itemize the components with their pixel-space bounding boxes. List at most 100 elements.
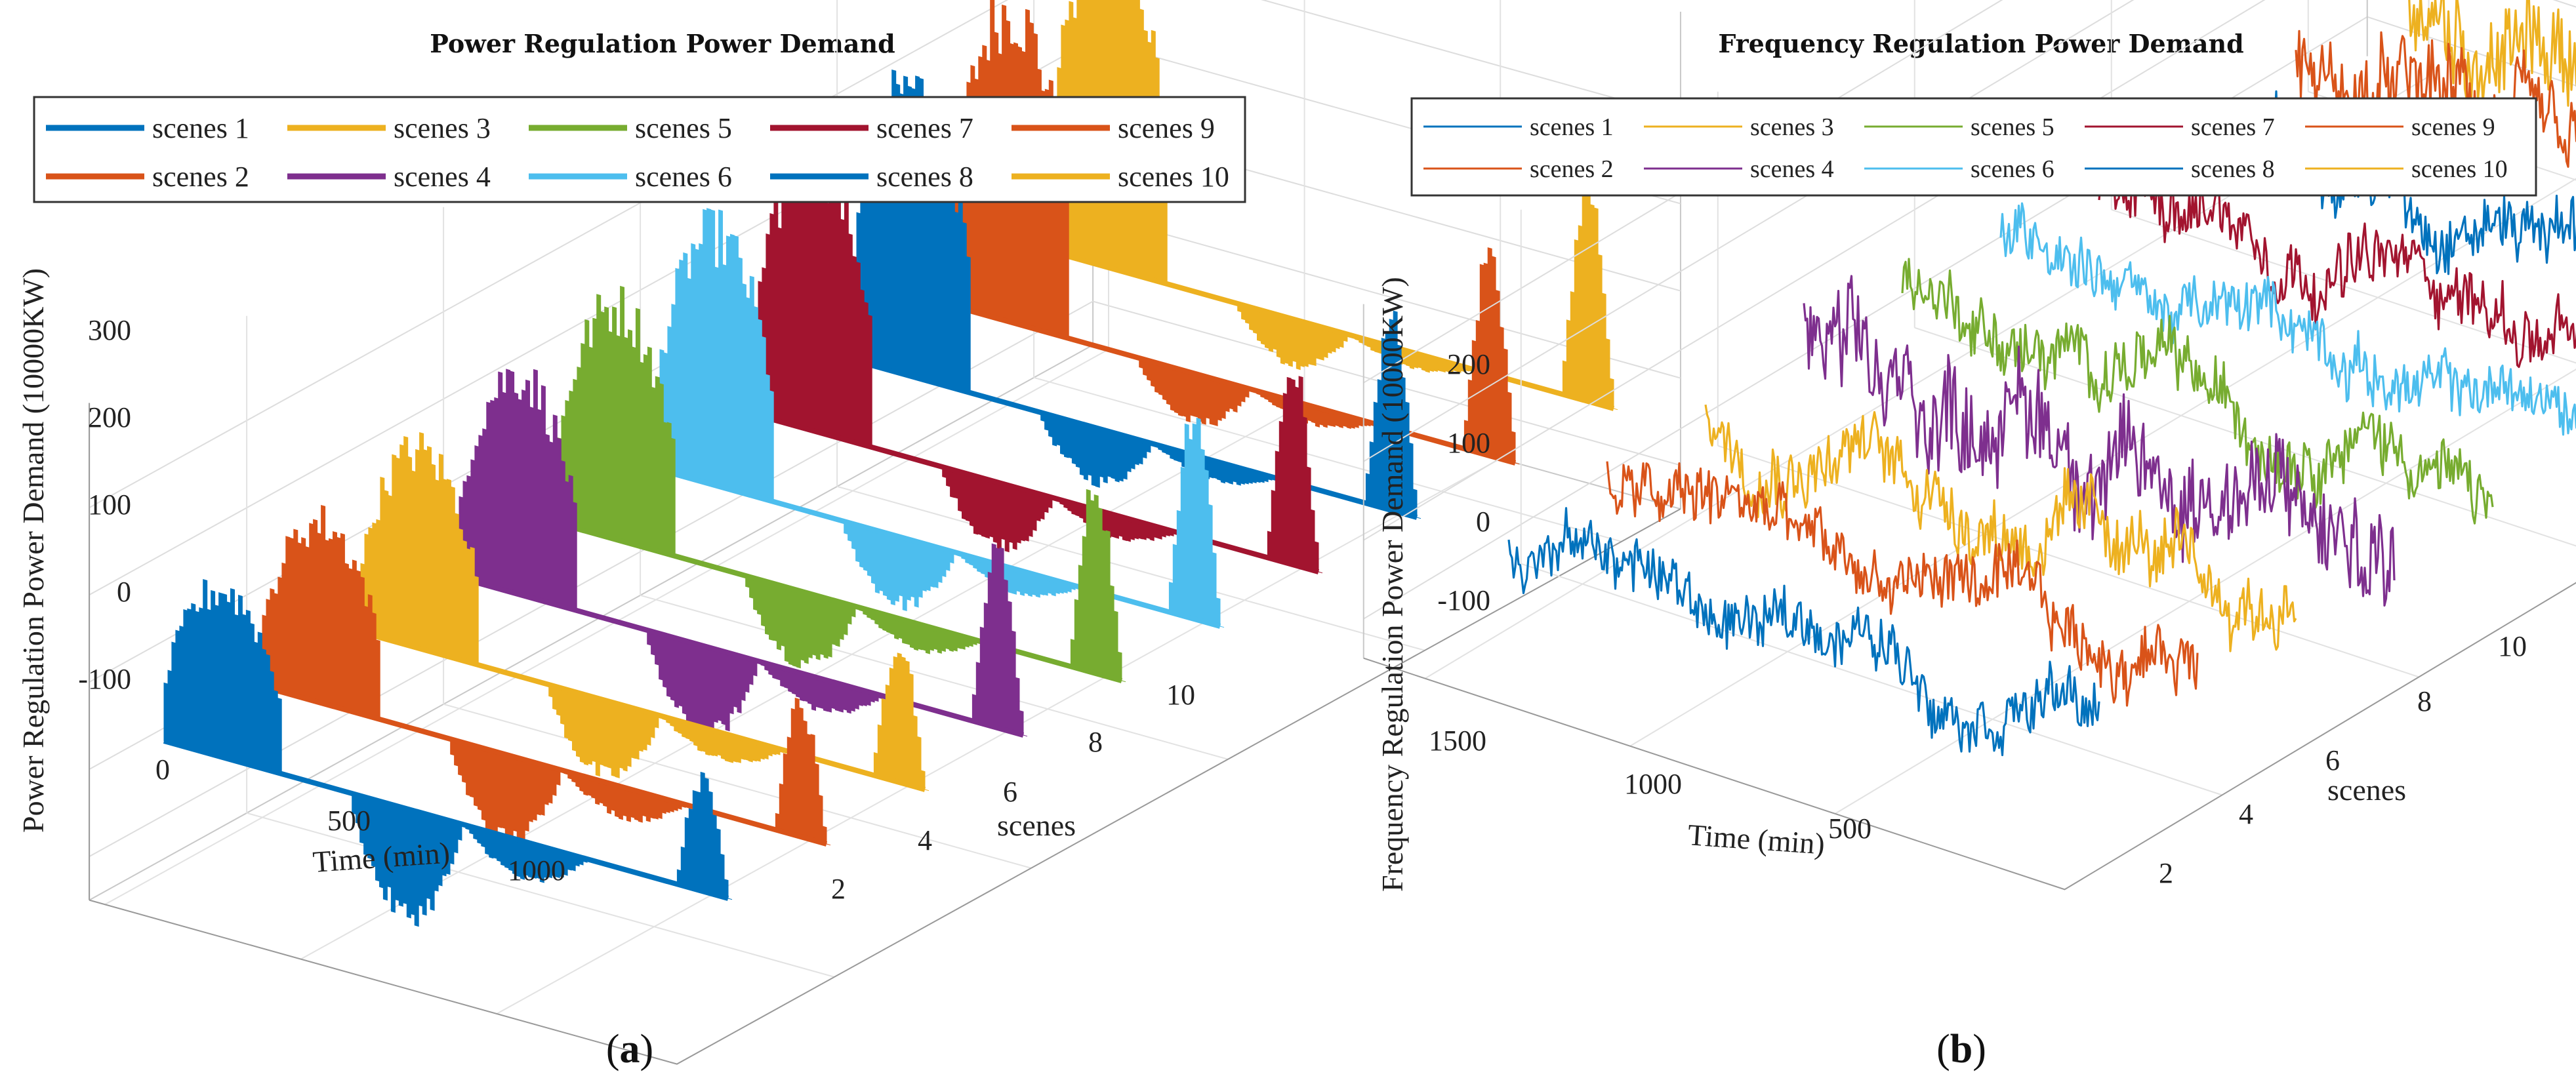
chart-b-series-line [2408, 0, 2576, 107]
chart-b-zlabel: Frequency Regulation Power Demand (10000… [1376, 277, 1409, 892]
chart-a-panel-label: (a) [606, 1027, 653, 1072]
chart-b-gridline [1363, 0, 2576, 541]
chart-b-gridline [2111, 209, 2576, 364]
chart-b-time-tick: 1500 [1429, 725, 1486, 757]
chart-b-legend-label: scenes 3 [1750, 113, 1834, 141]
chart-b-legend-label: scenes 6 [1971, 155, 2055, 183]
chart-b-series-line [1803, 275, 2396, 607]
chart-a-time-ticks: 0 500 1000 [155, 753, 565, 887]
chart-a-bar-area [1049, 0, 1618, 411]
chart-b-scene-tick: 4 [2239, 798, 2253, 830]
chart-b-panel-label: (b) [1936, 1027, 1986, 1072]
chart-a: Power Regulation Power Demand -100 0 100… [16, 0, 1681, 1072]
chart-a-legend-label: scenes 1 [152, 112, 249, 144]
chart-b-series-line [1999, 202, 2576, 436]
chart-b-value-tick: 100 [1447, 427, 1490, 459]
chart-a-legend-label: scenes 9 [1118, 112, 1215, 144]
chart-a-series [163, 0, 1618, 927]
chart-b-series-1 [1507, 507, 2100, 757]
chart-a-baseline [556, 521, 1123, 683]
chart-a-axis-line [89, 508, 1681, 1065]
chart-a-zlabel: Power Regulation Power Demand (10000KW) [16, 268, 50, 833]
chart-a-series-3 [359, 431, 930, 792]
chart-b-time-ticks: 500 1000 1500 [1429, 725, 1871, 845]
chart-a-value-ticks: -100 0 100 200 300 [78, 314, 131, 695]
chart-b-scene-tick: 10 [2498, 630, 2527, 662]
chart-a-time-tick: 0 [155, 753, 170, 786]
chart-a-value-tick: 300 [88, 314, 131, 346]
chart-b-legend-label: scenes 2 [1530, 155, 1614, 183]
chart-a-legend: scenes 1 scenes 3 scenes 5 scenes 7 scenes 9… [33, 96, 1246, 203]
chart-a-baseline [1048, 249, 1615, 411]
chart-b-gridline [1834, 369, 2576, 814]
chart-a-baseline [950, 303, 1517, 466]
chart-a-gridline [1033, 376, 1622, 542]
chart-b-legend-label: scenes 5 [1971, 113, 2055, 141]
chart-b-xlabel: Time (min) [1687, 818, 1826, 860]
chart-b-series-line [2098, 158, 2576, 369]
chart-a-time-tick: 500 [327, 805, 371, 837]
chart-b-legend-box [1410, 97, 2537, 197]
chart-a-baseline [458, 575, 1025, 738]
chart-b-legend-label: scenes 10 [2411, 155, 2508, 183]
chart-a-title: Power Regulation Power Demand [430, 29, 895, 58]
chart-a-gridline [640, 594, 1229, 760]
chart-b-scene-tick: 6 [2325, 744, 2340, 776]
chart-a-baseline [261, 684, 828, 847]
chart-b-value-tick: 0 [1476, 506, 1490, 538]
chart-a-series-2 [261, 505, 831, 847]
chart-a-scene-tick: 8 [1088, 726, 1103, 758]
chart-b-axis-line [1363, 582, 2576, 891]
chart-b-ylabel: scenes [2327, 773, 2406, 807]
chart-b-value-tick: 200 [1447, 348, 1490, 380]
chart-b-gridline [1717, 445, 2419, 678]
chart-b-scene-tick: 8 [2417, 685, 2432, 717]
chart-a-gridline [246, 812, 835, 978]
chart-a-scene-tick: 2 [831, 873, 846, 905]
chart-a-legend-box [33, 96, 1246, 203]
chart-a-legend-label: scenes 7 [876, 112, 973, 144]
chart-a-legend-label: scenes 3 [394, 112, 491, 144]
chart-a-baseline [851, 357, 1418, 520]
chart-b-legend-label: scenes 7 [2191, 113, 2275, 141]
chart-b-series-line [1507, 507, 2100, 757]
chart-a-baseline [359, 630, 926, 792]
chart-a-series-9 [950, 0, 1520, 466]
chart-b-legend-label: scenes 8 [2191, 155, 2275, 183]
chart-a-value-tick: 100 [88, 489, 131, 521]
chart-a-gridline [443, 703, 1032, 869]
chart-b-legend-items: scenes 1 scenes 3 scenes 5 scenes 7 scenes 9… [1423, 113, 2508, 183]
chart-b-series-line [1704, 404, 2297, 652]
chart-b-series-10 [2408, 0, 2576, 107]
chart-a-value-tick: -100 [78, 663, 131, 695]
chart-b-legend-label: scenes 4 [1750, 155, 1834, 183]
chart-b-legend-label: scenes 9 [2411, 113, 2495, 141]
chart-b-value-ticks: -100 0 100 200 [1437, 348, 1490, 616]
chart-a-series-6 [655, 208, 1225, 629]
chart-a-legend-label: scenes 6 [635, 161, 732, 193]
chart-b-series-2 [1606, 461, 2199, 707]
chart-b-legend-label: scenes 1 [1530, 113, 1614, 141]
chart-a-value-tick: 200 [88, 401, 131, 433]
chart-a-gridline [836, 485, 1425, 651]
chart-a-scene-ticks: 2 4 6 8 10 [831, 679, 1195, 905]
chart-a-gridline [89, 0, 1681, 509]
chart-b-scene-tick: 2 [2159, 857, 2173, 889]
chart-a-series-5 [556, 285, 1126, 683]
chart-b: Frequency Regulation Power Demand -100 0… [1362, 0, 2576, 1072]
chart-a-series-1 [163, 579, 733, 927]
chart-a-scene-tick: 10 [1166, 679, 1195, 711]
chart-b-series-7 [2098, 158, 2576, 369]
chart-b-series-line [1606, 461, 2199, 707]
chart-a-ylabel: scenes [997, 809, 1076, 842]
chart-a-time-tick: 1000 [508, 854, 565, 887]
chart-b-scene-ticks: 2 4 6 8 10 [2159, 630, 2527, 889]
chart-b-series-6 [1999, 202, 2576, 436]
chart-a-baseline [655, 466, 1221, 629]
chart-b-value-tick: -100 [1437, 584, 1490, 616]
chart-a-legend-label: scenes 2 [152, 161, 249, 193]
chart-b-series-4 [1803, 275, 2396, 607]
chart-a-value-tick: 0 [117, 576, 131, 608]
chart-a-series-10 [1048, 0, 1618, 411]
